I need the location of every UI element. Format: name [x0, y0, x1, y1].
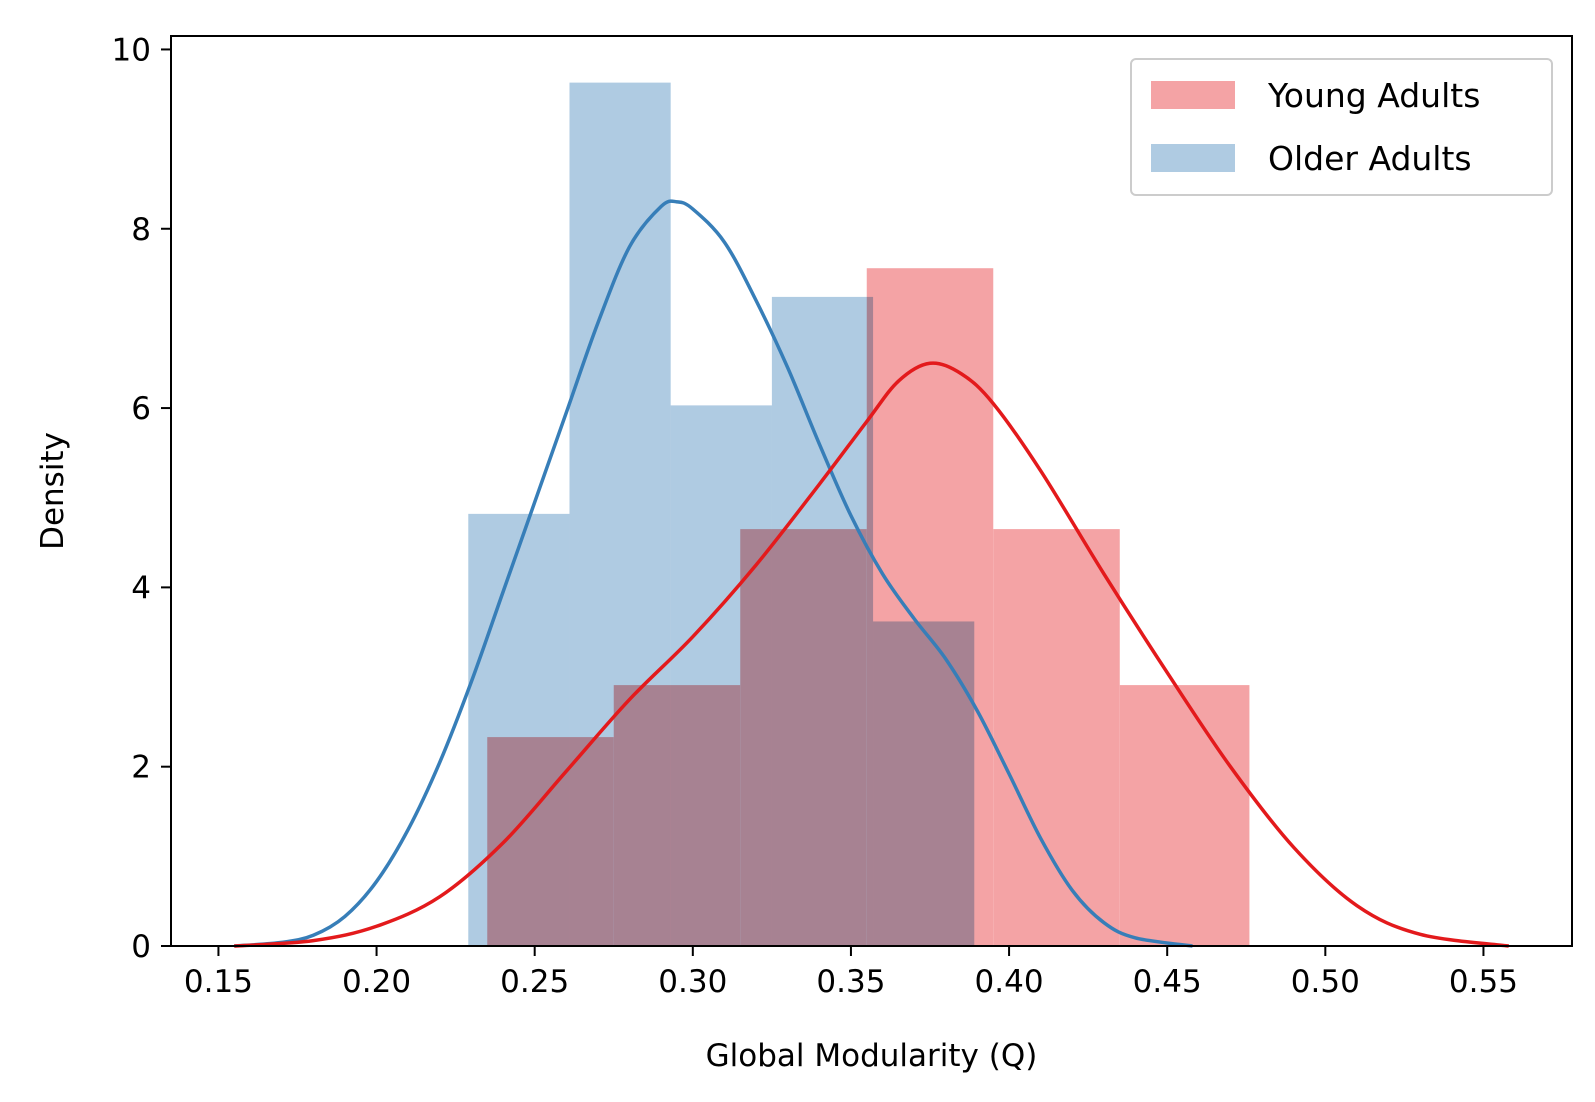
- x-tick-label: 0.55: [1449, 964, 1518, 1000]
- x-tick-label: 0.30: [658, 964, 727, 1000]
- older-adults-bar-1: [569, 82, 671, 947]
- older-adults-kde-line: [234, 199, 1193, 948]
- y-tick-label: 0: [131, 929, 151, 965]
- legend: Young Adults Older Adults: [1130, 58, 1553, 196]
- x-axis: 0.15 0.20 0.25 0.30 0.35 0.40 0.45 0.50 0.55: [184, 946, 1518, 1000]
- y-tick-label: 8: [131, 212, 151, 248]
- legend-label-older-adults: Older Adults: [1268, 139, 1472, 178]
- young-adults-bar-4: [993, 529, 1120, 946]
- y-tick-label: 2: [131, 750, 151, 786]
- y-axis-title: Density: [35, 432, 71, 550]
- x-tick-label: 0.25: [500, 964, 569, 1000]
- y-tick-label: 6: [131, 391, 151, 427]
- y-axis: 0 2 4 6 8 10: [112, 32, 171, 965]
- x-tick-label: 0.50: [1291, 964, 1360, 1000]
- x-axis-title: Global Modularity (Q): [706, 1038, 1038, 1074]
- y-tick-label: 10: [112, 32, 151, 68]
- legend-label-young-adults: Young Adults: [1267, 76, 1480, 115]
- young-adults-bar-5: [1119, 685, 1250, 946]
- older-adults-bar-2: [670, 405, 772, 947]
- x-tick-label: 0.40: [975, 964, 1044, 1000]
- young-adults-kde-line: [234, 361, 1509, 948]
- plot-frame: [170, 35, 1573, 947]
- older-adults-bar-0: [468, 513, 570, 946]
- x-tick-label: 0.35: [816, 964, 885, 1000]
- x-tick-label: 0.15: [184, 964, 253, 1000]
- older-adults-bar-4: [873, 621, 975, 946]
- legend-swatch-young-adults: [1151, 81, 1235, 109]
- x-tick-label: 0.20: [342, 964, 411, 1000]
- y-tick-label: 4: [131, 570, 151, 606]
- older-adults-bar-3: [771, 296, 874, 946]
- legend-box: [1130, 58, 1553, 196]
- kde-curves: [234, 199, 1509, 948]
- x-tick-label: 0.45: [1133, 964, 1202, 1000]
- legend-swatch-older-adults: [1151, 144, 1235, 172]
- older-adults-bars: [468, 82, 975, 947]
